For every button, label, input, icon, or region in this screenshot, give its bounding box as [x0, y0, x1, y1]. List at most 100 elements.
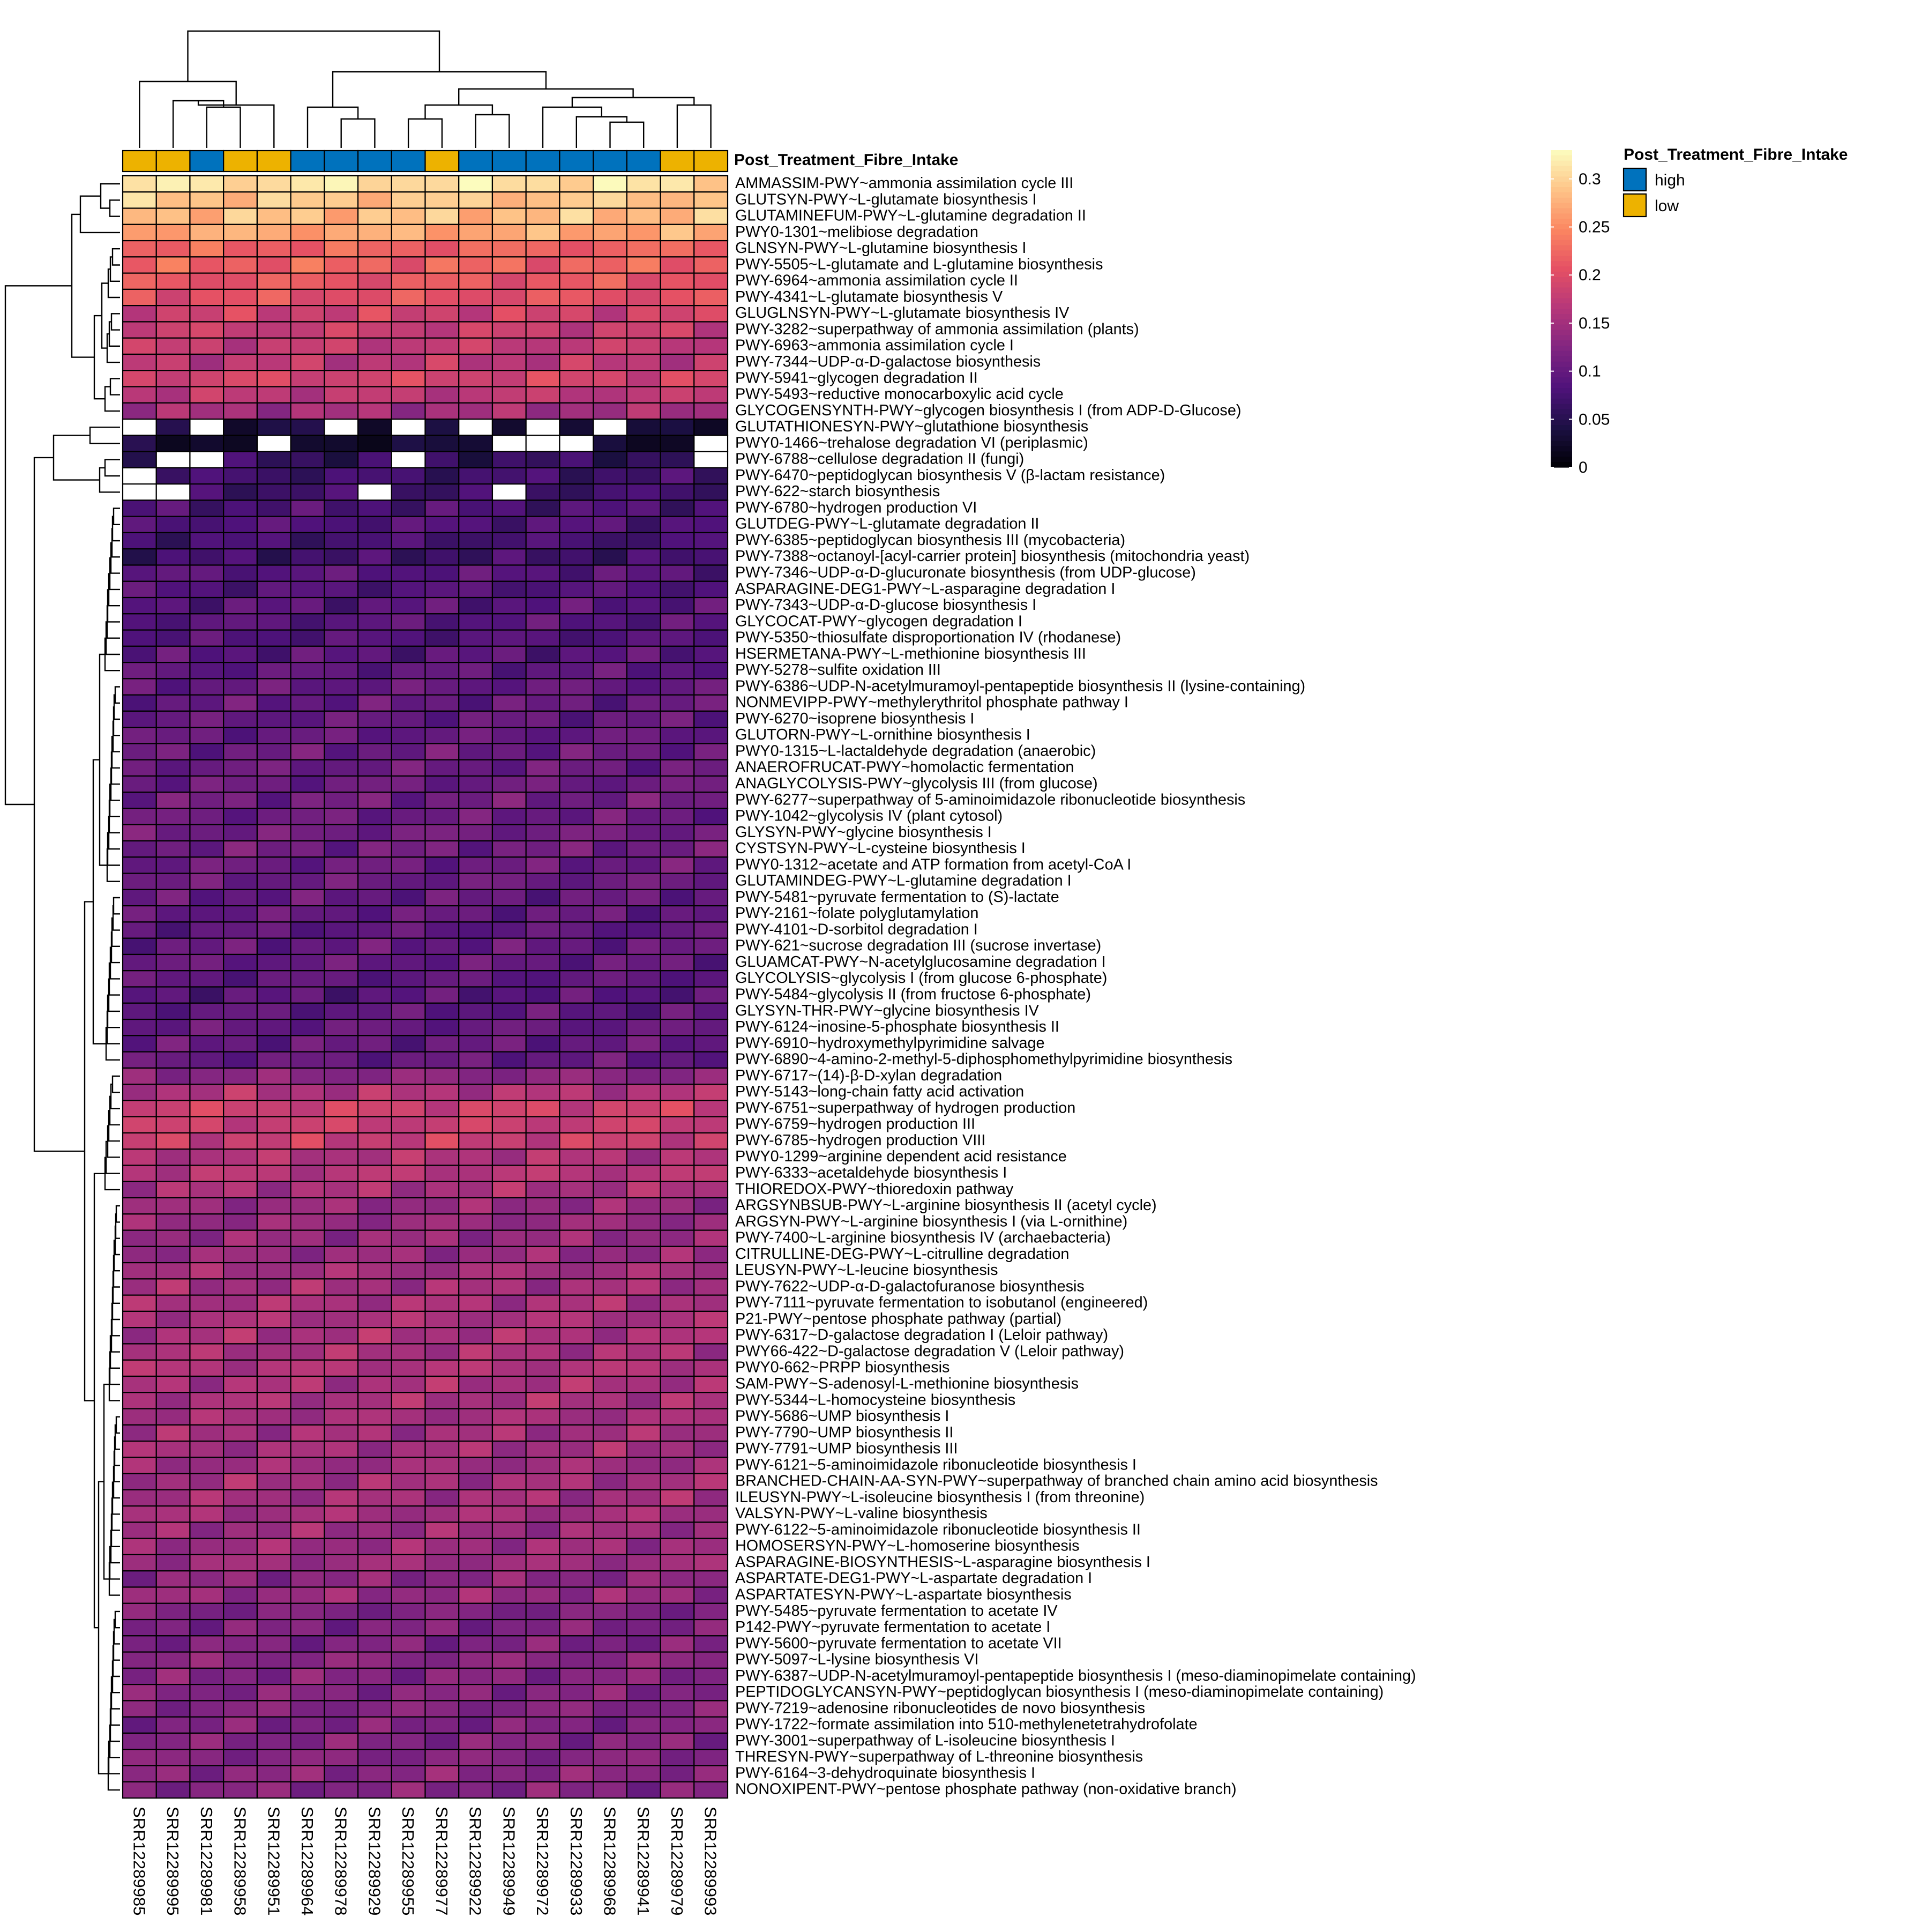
- heatmap-cell: [593, 1554, 627, 1572]
- heatmap-cell: [391, 499, 426, 517]
- heatmap-cell: [391, 824, 426, 842]
- heatmap-cell: [559, 1700, 594, 1718]
- colorbar-segment: [1551, 287, 1572, 293]
- heatmap-cell: [122, 564, 157, 582]
- heatmap-cell: [357, 661, 392, 680]
- heatmap-cell: [324, 1116, 359, 1134]
- heatmap-cell: [391, 1457, 426, 1474]
- heatmap-cell: [155, 256, 191, 274]
- heatmap-cell: [324, 564, 359, 582]
- heatmap-cell: [693, 337, 729, 355]
- heatmap-cell: [223, 937, 258, 956]
- heatmap-cell: [223, 905, 258, 923]
- heatmap-cell: [693, 678, 729, 696]
- heatmap-cell: [424, 1100, 460, 1117]
- heatmap-cell: [324, 872, 359, 890]
- colorbar-segment: [1551, 383, 1572, 389]
- heatmap-cell: [525, 402, 560, 420]
- heatmap-cell: [324, 223, 359, 242]
- heatmap-cell: [660, 1197, 695, 1215]
- heatmap-cell: [256, 337, 291, 355]
- heatmap-cell: [559, 1424, 594, 1442]
- heatmap-cell: [593, 548, 627, 566]
- row-label: PWY-7791~UMP biosynthesis III: [735, 1440, 958, 1457]
- heatmap-cell: [357, 418, 392, 436]
- heatmap-cell: [357, 1084, 392, 1101]
- heatmap-cell: [256, 856, 291, 874]
- row-label: GLYCOLYSIS~glycolysis I (from glucose 6-…: [735, 969, 1107, 987]
- heatmap-cell: [458, 1521, 494, 1539]
- colorbar-segment: [1551, 372, 1572, 378]
- heatmap-cell: [189, 1100, 225, 1117]
- heatmap-cell: [491, 1294, 527, 1312]
- heatmap-cell: [458, 483, 494, 501]
- colorbar-segment: [1551, 319, 1572, 325]
- heatmap-cell: [324, 1424, 359, 1442]
- heatmap-cell: [458, 1035, 494, 1053]
- heatmap-cell: [290, 1424, 325, 1442]
- heatmap-cell: [189, 1651, 225, 1669]
- heatmap-cell: [256, 1327, 291, 1345]
- row-label: PWY-7344~UDP-α-D-galactose biosynthesis: [735, 353, 1041, 370]
- heatmap-cell: [458, 1618, 494, 1637]
- heatmap-cell: [155, 467, 191, 485]
- heatmap-cell: [189, 1732, 225, 1750]
- dendrogram-branch: [113, 508, 120, 525]
- heatmap-cell: [626, 1651, 661, 1669]
- colorbar-segment: [1551, 261, 1572, 267]
- heatmap-cell: [525, 1035, 560, 1053]
- heatmap-cell: [391, 792, 426, 809]
- heatmap-cell: [223, 759, 258, 777]
- heatmap-cell: [290, 629, 325, 647]
- colorbar-tick-label: 0.3: [1579, 170, 1601, 188]
- heatmap-cell: [324, 1100, 359, 1117]
- heatmap-cell: [223, 645, 258, 663]
- heatmap-cell: [357, 921, 392, 939]
- heatmap-cell: [626, 483, 661, 501]
- heatmap-cell: [626, 694, 661, 712]
- heatmap-cell: [593, 1132, 627, 1150]
- heatmap-cell: [525, 1116, 560, 1134]
- heatmap-cell: [626, 207, 661, 225]
- heatmap-cell: [458, 1473, 494, 1490]
- row-label: PWY-6317~D-galactose degradation I (Lelo…: [735, 1326, 1108, 1344]
- heatmap-cell: [324, 256, 359, 274]
- heatmap-cell: [559, 1067, 594, 1085]
- heatmap-cell: [626, 418, 661, 436]
- heatmap-cell: [256, 305, 291, 323]
- heatmap-cell: [122, 1424, 157, 1442]
- heatmap-cell: [693, 970, 729, 988]
- heatmap-cell: [223, 1618, 258, 1637]
- heatmap-cell: [626, 467, 661, 485]
- heatmap-cell: [559, 548, 594, 566]
- heatmap-cell: [458, 1148, 494, 1166]
- heatmap-cell: [626, 1100, 661, 1117]
- heatmap-cell: [424, 613, 460, 631]
- heatmap-cell: [324, 272, 359, 290]
- heatmap-cell: [155, 1781, 191, 1799]
- row-label: PWY-2161~folate polyglutamylation: [735, 905, 978, 922]
- heatmap-cell: [324, 1084, 359, 1101]
- heatmap-cell: [491, 1489, 527, 1507]
- colorbar-segment: [1551, 324, 1572, 331]
- row-label: PWY-6788~cellulose degradation II (fungi…: [735, 451, 1024, 468]
- heatmap-cell: [458, 1732, 494, 1750]
- heatmap-cell: [189, 418, 225, 436]
- heatmap-cell: [424, 889, 460, 907]
- heatmap-cell: [660, 840, 695, 858]
- heatmap-cell: [189, 824, 225, 842]
- heatmap-cell: [223, 207, 258, 225]
- heatmap-cell: [256, 516, 291, 534]
- annotation-cell: [189, 150, 225, 173]
- heatmap-cell: [626, 1002, 661, 1020]
- heatmap-cell: [424, 743, 460, 760]
- heatmap-cell: [256, 1440, 291, 1458]
- heatmap-cell: [491, 386, 527, 404]
- heatmap-cell: [290, 840, 325, 858]
- heatmap-cell: [189, 759, 225, 777]
- heatmap-cell: [559, 175, 594, 193]
- heatmap-cell: [458, 921, 494, 939]
- heatmap-cell: [424, 1505, 460, 1523]
- heatmap-cell: [458, 1586, 494, 1604]
- dendrogram-branch: [424, 104, 494, 119]
